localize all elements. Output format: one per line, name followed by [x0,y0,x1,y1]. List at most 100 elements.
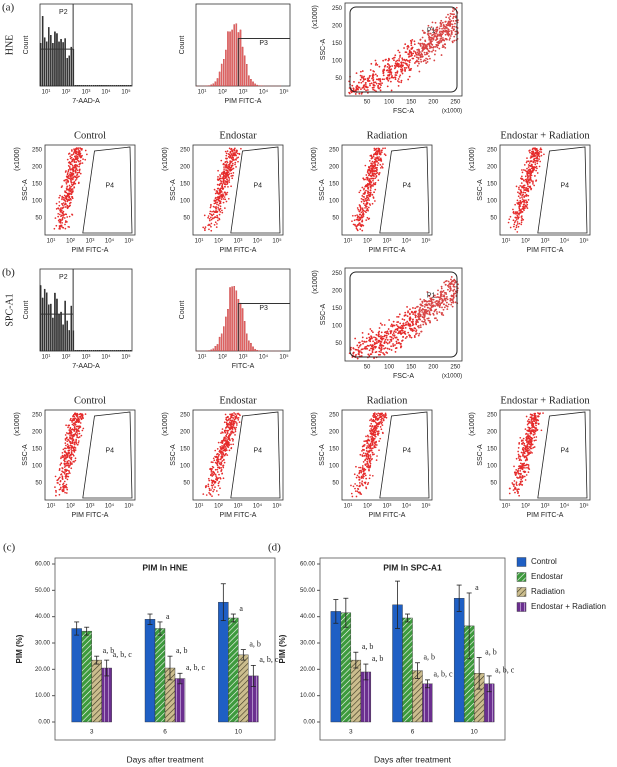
event-dot [532,166,534,168]
event-dot [73,414,75,416]
event-dot [518,195,520,197]
event-dot [388,68,390,70]
event-dot [230,420,232,422]
event-dot [533,440,535,442]
event-dot [526,195,528,197]
legend-label: Radiation [531,587,565,596]
event-dot [65,454,67,456]
event-dot [371,170,373,172]
event-dot [368,464,370,466]
event-dot [216,226,218,228]
axis-tick-label: 200 [32,430,43,436]
histogram-bar [107,85,108,86]
event-dot [225,155,227,157]
event-dot [360,493,362,495]
event-dot [78,428,80,430]
event-dot [378,432,380,434]
event-dot [450,35,452,37]
event-dot [377,179,379,181]
axis-label: (x1000) [311,412,318,436]
event-dot [520,202,522,204]
histogram-bar [56,299,57,351]
histogram-bar [128,350,129,351]
event-dot [58,208,60,210]
event-dot [533,154,535,156]
histogram-bar [97,350,98,351]
event-dot [377,158,379,160]
event-dot [215,456,217,458]
event-dot [381,419,383,421]
event-dot [360,207,362,209]
event-dot [372,185,374,187]
axis-tick-label: 50 [35,481,42,487]
event-dot [442,44,444,46]
event-dot [64,450,66,452]
y-tick-label: 60.00 [35,562,51,568]
event-dot [348,92,350,94]
event-dot [222,432,224,434]
event-dot [384,65,386,67]
axis-tick-label: 10¹ [47,504,56,510]
event-dot [519,208,521,210]
event-dot [226,422,228,424]
event-dot [65,228,67,230]
axis-tick-label: 10⁵ [121,354,131,361]
event-dot [526,187,528,189]
event-dot [394,74,396,76]
event-dot [354,224,356,226]
event-dot [74,419,76,421]
event-dot [369,477,371,479]
event-dot [402,330,404,332]
event-dot [386,337,388,339]
event-dot [362,81,364,83]
event-dot [233,427,235,429]
event-dot [236,424,238,426]
event-dot [224,183,226,185]
event-dot [436,311,438,313]
event-dot [392,58,394,60]
event-dot [377,149,379,151]
event-dot [385,335,387,337]
event-dot [456,7,458,9]
event-dot [385,347,387,349]
histogram-bar [130,350,131,351]
legend-label: Endostar [531,572,563,581]
panel-label: (d) [268,542,281,554]
event-dot [356,345,358,347]
event-dot [397,339,399,341]
event-dot [531,444,533,446]
event-dot [372,166,374,168]
event-dot [373,347,375,349]
axis-tick-label: 10⁵ [272,503,282,510]
axis-tick-label: 250 [487,148,498,154]
bar [155,629,165,722]
event-dot [526,204,528,206]
event-dot [363,455,365,457]
event-dot [539,161,541,163]
event-dot [515,473,517,475]
event-dot [385,59,387,61]
event-dot [527,438,529,440]
event-dot [380,341,382,343]
event-dot [370,69,372,71]
event-dot [364,207,366,209]
event-dot [382,336,384,338]
event-dot [386,70,388,72]
event-dot [222,445,224,447]
event-dot [378,332,380,334]
event-dot [352,347,354,349]
event-dot [389,348,391,350]
histogram-bar [69,330,70,351]
event-dot [68,194,70,196]
event-dot [535,429,537,431]
event-dot [369,83,371,85]
event-dot [516,186,518,188]
axis-label: (x1000) [312,5,319,29]
event-dot [372,75,374,77]
event-dot [376,459,378,461]
event-dot [70,467,72,469]
axis-label: 7-AAD-A [72,98,100,105]
event-dot [418,333,420,335]
event-dot [202,493,204,495]
event-dot [393,321,395,323]
